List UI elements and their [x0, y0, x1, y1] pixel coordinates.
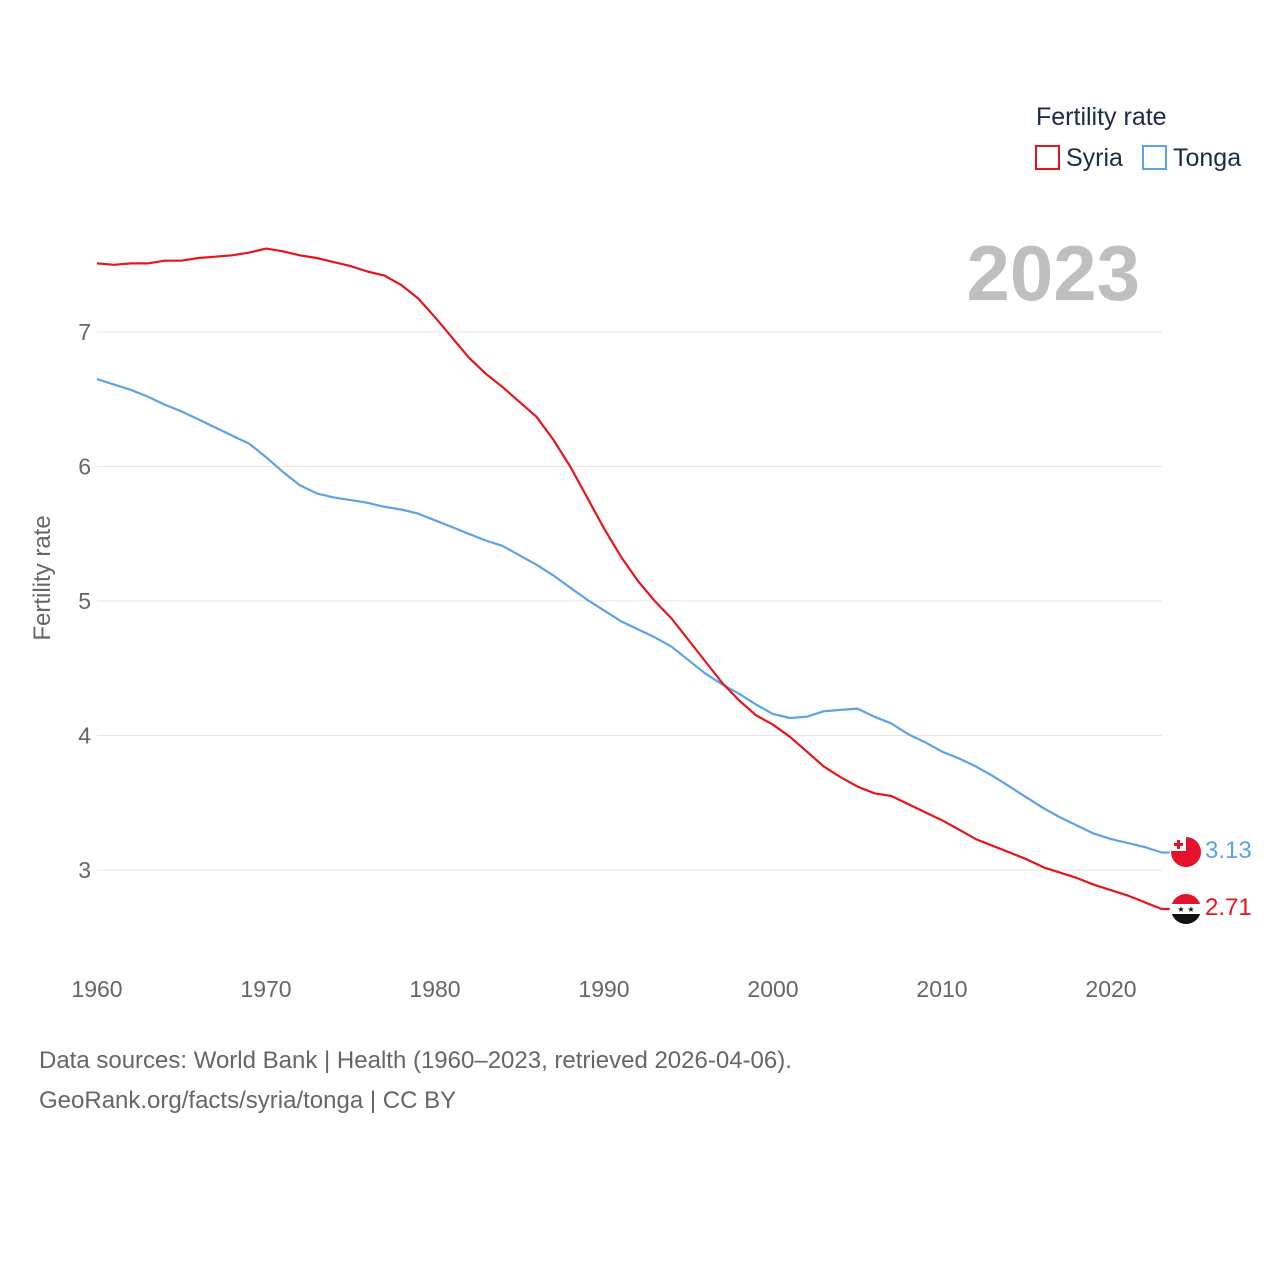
end-label-syria: 2.71: [1205, 894, 1252, 921]
data-source-text: Data sources: World Bank | Health (1960–…: [39, 1047, 792, 1074]
legend-swatch-tonga: [1142, 145, 1167, 170]
x-tick-label-1960: 1960: [71, 976, 122, 1002]
y-axis-ticks: 3 4 5 6 7: [78, 319, 91, 883]
source-url-text[interactable]: GeoRank.org/facts/syria/tonga | CC BY: [39, 1087, 456, 1114]
x-tick-label-2000: 2000: [747, 976, 798, 1002]
gridlines: [97, 331, 1162, 871]
end-label-tonga: 3.13: [1205, 837, 1252, 864]
y-tick-label-4: 4: [78, 723, 91, 749]
legend-item-syria[interactable]: Syria: [1035, 144, 1123, 172]
x-tick-label-1980: 1980: [409, 976, 460, 1002]
svg-text:★: ★: [1187, 905, 1194, 914]
y-tick-label-5: 5: [78, 588, 91, 614]
y-tick-label-7: 7: [78, 319, 91, 345]
legend-swatch-syria: [1035, 145, 1060, 170]
y-tick-label-6: 6: [78, 454, 91, 480]
x-tick-label-1990: 1990: [578, 976, 629, 1002]
series-line-syria[interactable]: [96, 247, 1170, 911]
legend-item-tonga[interactable]: Tonga: [1142, 144, 1241, 172]
series-line-tonga[interactable]: [96, 378, 1170, 854]
x-tick-label-2020: 2020: [1085, 976, 1136, 1002]
svg-text:★: ★: [1177, 905, 1184, 914]
x-tick-label-2010: 2010: [916, 976, 967, 1002]
x-axis-ticks: 1960 1970 1980 1990 2000 2010 2020: [71, 976, 1136, 1002]
series-lines: [96, 247, 1170, 911]
legend-label-syria: Syria: [1066, 144, 1123, 172]
y-axis-title: Fertility rate: [29, 515, 56, 640]
syria-flag-icon: ★ ★: [1171, 894, 1201, 924]
y-tick-label-3: 3: [78, 857, 91, 883]
tonga-flag-icon: [1171, 837, 1201, 867]
legend-title: Fertility rate: [1036, 103, 1167, 131]
legend: Fertility rate Syria Tonga: [1035, 103, 1241, 172]
legend-label-tonga: Tonga: [1173, 144, 1241, 172]
year-watermark: 2023: [966, 229, 1140, 317]
x-tick-label-1970: 1970: [240, 976, 291, 1002]
